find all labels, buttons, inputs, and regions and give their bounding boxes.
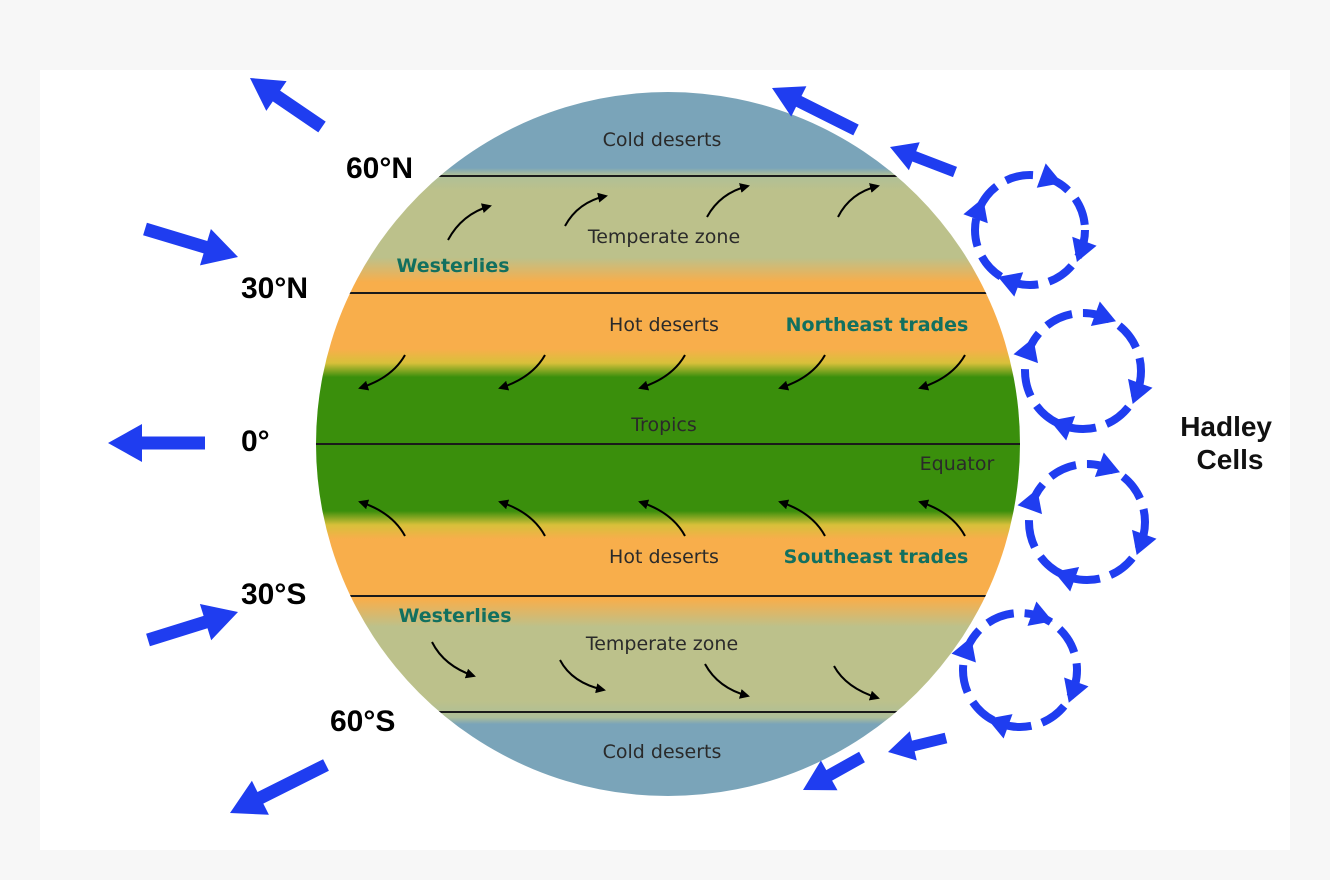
zone-label-cold-deserts-north: Cold deserts (603, 129, 722, 151)
hadley-loop-arrowhead (1072, 236, 1097, 262)
blue-arrow-upper-right-1 (772, 86, 859, 136)
hadley-loop-arrowhead (1036, 163, 1062, 188)
hadley-loop-arrowhead (1090, 301, 1116, 326)
hadley-loop-arrowhead (1054, 567, 1080, 592)
hadley-loop-arrowhead (1027, 601, 1053, 626)
hadley-cells-label: Hadley Cells (1180, 411, 1280, 475)
wind-label-westerlies-south: Westerlies (398, 605, 511, 627)
wind-label-southeast-trades: Southeast trades (784, 546, 969, 568)
latitude-label-30s: 30°S (241, 578, 306, 611)
blue-arrow-60n-out (250, 78, 326, 133)
hadley-loop-arrowhead (1064, 677, 1089, 703)
latitude-label-30n: 30°N (241, 272, 308, 305)
zone-label-tropics: Tropics (630, 414, 697, 436)
blue-arrow-lower-right-1 (888, 731, 948, 761)
hadley-loop-arrowhead (963, 198, 988, 224)
zone-label-temperate-north: Temperate zone (587, 226, 740, 248)
latitude-label-60s: 60°S (330, 705, 395, 738)
surface-wind-arrows-right (772, 86, 957, 791)
blue-arrow-upper-right-2 (890, 142, 957, 178)
zone-label-hot-deserts-south: Hot deserts (609, 546, 719, 568)
hadley-loop-arrowhead (1017, 489, 1042, 515)
hadley-cell-loop-1 (963, 163, 1097, 297)
blue-arrow-equator-out (108, 424, 205, 462)
hadley-loop-arrowhead (1013, 338, 1038, 364)
hadley-cell-loop-3 (1017, 452, 1157, 592)
hadley-loop-arrowhead (951, 637, 976, 663)
blue-arrow-30n-in (143, 222, 238, 266)
hadley-cell-loops (951, 163, 1157, 739)
hadley-loop-arrowhead (998, 272, 1024, 297)
hadley-loop-arrowhead (987, 714, 1013, 739)
zone-label-hot-deserts-north: Hot deserts (609, 314, 719, 336)
wind-label-northeast-trades: Northeast trades (786, 314, 969, 336)
zone-label-cold-deserts-south: Cold deserts (603, 741, 722, 763)
latitude-label-60n: 60°N (346, 152, 413, 185)
hadley-loop-arrowhead (1128, 378, 1153, 404)
hadley-loop-arrowhead (1050, 416, 1076, 441)
zone-label-equator: Equator (920, 453, 995, 475)
wind-label-westerlies-north: Westerlies (396, 255, 509, 277)
hadley-loop-arrowhead (1094, 452, 1120, 477)
hadley-cell-loop-4 (951, 601, 1089, 739)
hadley-loop-arrowhead (1132, 529, 1157, 555)
surface-wind-arrows-left (108, 78, 329, 815)
blue-arrow-30s-in (146, 604, 238, 647)
blue-arrow-lower-right-2 (803, 751, 865, 791)
wind-arrows (358, 183, 966, 701)
hadley-cell-loop-2 (1013, 301, 1153, 441)
latitude-label-equator: 0° (241, 425, 270, 458)
blue-arrow-60s-out (230, 759, 329, 815)
zone-label-temperate-south: Temperate zone (585, 633, 738, 655)
